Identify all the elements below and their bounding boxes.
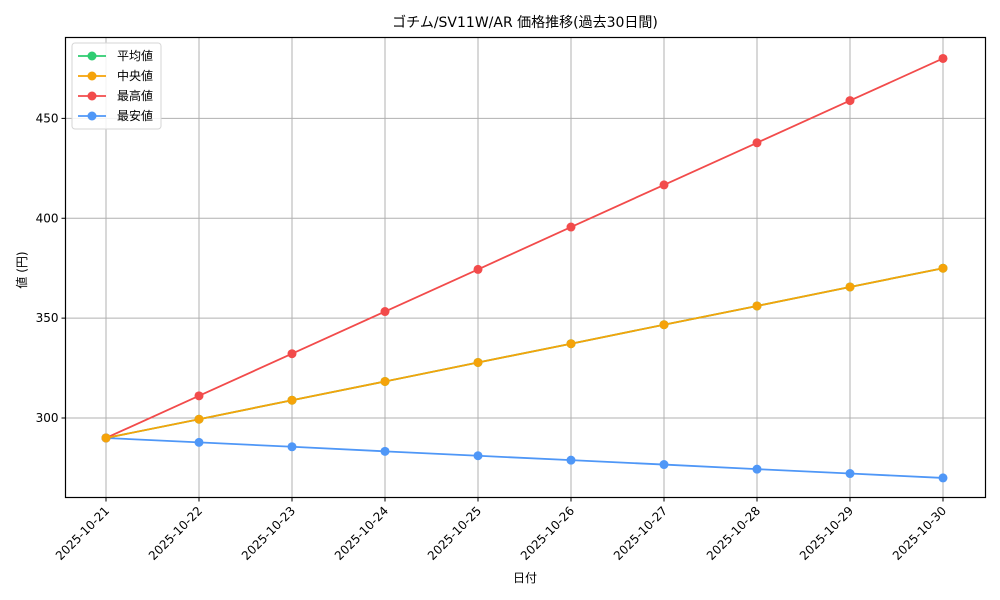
data-point <box>380 446 390 456</box>
legend-marker-icon <box>87 51 97 61</box>
data-point <box>566 339 576 349</box>
data-point <box>380 376 390 386</box>
x-tick-label: 2025-10-22 <box>146 504 205 563</box>
x-tick-label: 2025-10-23 <box>239 504 298 563</box>
data-point <box>659 460 669 470</box>
series-1 <box>101 263 948 443</box>
data-point <box>845 469 855 479</box>
legend-label: 最安値 <box>117 108 153 123</box>
data-series <box>101 53 948 483</box>
data-point <box>566 455 576 465</box>
legend-marker-icon <box>87 111 97 121</box>
series-3 <box>101 433 948 483</box>
x-tick-label: 2025-10-24 <box>332 504 391 563</box>
data-point <box>752 464 762 474</box>
data-point <box>194 391 204 401</box>
series-line <box>105 57 944 439</box>
data-point <box>752 301 762 311</box>
legend-label: 最高値 <box>117 88 153 103</box>
data-point <box>845 96 855 106</box>
data-point <box>194 437 204 447</box>
legend-item: 最高値 <box>78 88 153 103</box>
y-tick-label: 350 <box>36 311 59 325</box>
y-axis-ticks: 300 350 400 450 <box>36 111 66 425</box>
data-point <box>380 307 390 317</box>
y-tick-label: 450 <box>36 111 59 125</box>
data-point <box>194 414 204 424</box>
x-tick-label: 2025-10-21 <box>53 504 112 563</box>
data-point <box>473 357 483 367</box>
data-point <box>101 433 111 443</box>
x-tick-label: 2025-10-29 <box>797 504 856 563</box>
chart-title: ゴチム/SV11W/AR 価格推移(過去30日間) <box>392 14 658 31</box>
x-tick-label: 2025-10-25 <box>425 504 484 563</box>
plot-frame <box>64 36 987 499</box>
data-point <box>473 451 483 461</box>
x-axis-ticks: 2025-10-21 2025-10-22 2025-10-23 2025-10-24… <box>53 497 949 563</box>
data-point <box>938 263 948 273</box>
y-tick-label: 300 <box>36 411 59 425</box>
x-axis-label: 日付 <box>513 571 537 585</box>
data-point <box>938 53 948 63</box>
x-tick-label: 2025-10-26 <box>518 504 577 563</box>
legend-item: 中央値 <box>78 68 153 83</box>
data-point <box>938 473 948 483</box>
data-point <box>287 395 297 405</box>
y-axis-label: 値 (円) <box>14 251 29 288</box>
x-tick-label: 2025-10-27 <box>611 504 670 563</box>
data-point <box>473 264 483 274</box>
data-point <box>287 349 297 359</box>
x-tick-label: 2025-10-28 <box>704 504 763 563</box>
series-line <box>105 437 944 479</box>
data-point <box>659 320 669 330</box>
series-line <box>105 267 944 439</box>
legend-marker-icon <box>87 71 97 81</box>
y-tick-label: 400 <box>36 211 59 225</box>
legend-label: 中央値 <box>117 68 153 83</box>
data-point <box>566 222 576 232</box>
grid-lines <box>65 37 986 498</box>
series-2 <box>101 53 948 443</box>
legend-marker-icon <box>87 91 97 101</box>
legend-item: 平均値 <box>78 48 153 63</box>
data-point <box>845 282 855 292</box>
legend-label: 平均値 <box>117 48 153 63</box>
data-point <box>752 138 762 148</box>
data-point <box>659 180 669 190</box>
data-point <box>287 442 297 452</box>
legend-item: 最安値 <box>78 108 153 123</box>
x-tick-label: 2025-10-30 <box>890 504 949 563</box>
legend-box <box>71 42 162 130</box>
